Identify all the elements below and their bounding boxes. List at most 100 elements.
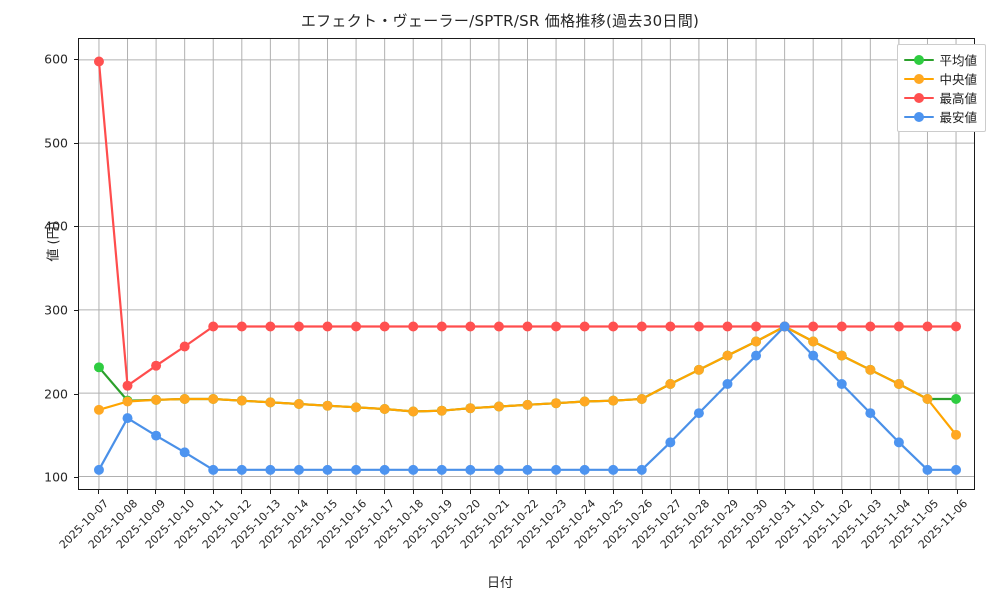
series-point — [608, 464, 619, 475]
series-point — [379, 404, 390, 414]
series-point — [293, 321, 304, 332]
series-point — [779, 321, 790, 332]
series-point — [693, 321, 704, 332]
series-point — [751, 350, 762, 361]
x-tick-mark — [813, 490, 815, 494]
y-tick-label: 500 — [44, 135, 68, 151]
y-tick-label: 600 — [44, 51, 68, 67]
x-tick-mark — [727, 490, 729, 494]
series-point — [93, 404, 104, 415]
series-point — [122, 413, 133, 424]
series-point — [579, 396, 590, 407]
series-point — [493, 321, 504, 332]
series-point — [893, 321, 904, 332]
series-point — [236, 464, 247, 475]
series-point — [436, 321, 447, 332]
series-point — [465, 321, 476, 332]
legend-label: 平均値 — [939, 53, 977, 68]
series-point — [408, 406, 419, 417]
x-tick-mark — [670, 490, 672, 494]
x-tick-mark — [756, 490, 758, 494]
series-point — [436, 464, 447, 475]
legend-swatch-icon — [904, 110, 935, 124]
x-tick-mark — [183, 490, 185, 494]
x-tick-mark — [498, 490, 500, 494]
y-tick-mark — [74, 142, 78, 144]
series-point — [836, 350, 847, 361]
series-point — [693, 364, 704, 375]
y-tick-mark — [74, 393, 78, 395]
legend-swatch-icon — [904, 91, 935, 105]
x-tick-mark — [785, 490, 787, 494]
x-tick-mark — [957, 490, 958, 494]
y-tick-mark — [74, 58, 78, 60]
x-tick-mark — [441, 490, 443, 494]
series-point — [379, 464, 390, 475]
x-tick-mark — [928, 490, 930, 494]
series-point — [436, 405, 447, 416]
y-tick-label: 100 — [44, 469, 68, 485]
series-point — [551, 321, 562, 332]
series-point — [608, 395, 619, 406]
series-point — [236, 321, 247, 332]
legend-label: 最高値 — [939, 91, 977, 106]
series-point — [93, 464, 104, 475]
series-point — [379, 321, 390, 332]
series-point — [236, 395, 247, 406]
series-point — [293, 399, 304, 409]
x-tick-mark — [269, 490, 271, 494]
series-point — [865, 364, 876, 375]
series-point — [551, 398, 562, 409]
series-point — [151, 394, 162, 405]
series-point — [208, 394, 219, 404]
series-point — [351, 402, 362, 413]
series-point — [808, 321, 819, 332]
series-point — [579, 464, 590, 475]
legend-swatch-icon — [904, 53, 935, 67]
y-tick-label: 300 — [44, 302, 68, 318]
data-series-layer — [93, 56, 962, 475]
series-point — [922, 464, 933, 475]
x-tick-mark — [355, 490, 357, 494]
legend[interactable]: 平均値中央値最高値 最安値 — [897, 44, 986, 132]
series-point — [122, 396, 133, 407]
x-tick-mark — [871, 490, 873, 494]
x-tick-mark — [298, 490, 300, 494]
series-point — [322, 464, 333, 475]
x-tick-mark — [98, 490, 99, 494]
x-tick-mark — [155, 490, 157, 494]
series-point — [836, 321, 847, 332]
legend-item-3[interactable]: 最安値 — [904, 107, 977, 126]
series-point — [408, 321, 419, 332]
legend-item-2[interactable]: 最高値 — [904, 88, 977, 107]
x-tick-mark — [556, 490, 558, 494]
series-point — [636, 464, 647, 475]
x-tick-mark — [470, 490, 472, 494]
y-tick-mark — [74, 226, 78, 228]
series-point — [151, 430, 162, 441]
series-point — [151, 360, 162, 371]
series-point — [551, 464, 562, 475]
series-point — [522, 399, 533, 410]
series-point — [693, 408, 704, 419]
series-point — [636, 321, 647, 332]
legend-item-0[interactable]: 平均値 — [904, 50, 977, 69]
y-tick-label: 200 — [44, 386, 68, 402]
series-point — [493, 464, 504, 475]
x-tick-mark — [642, 490, 644, 494]
legend-label: 中央値 — [939, 72, 977, 87]
x-tick-mark — [527, 490, 529, 494]
series-point — [808, 336, 819, 347]
series-point — [951, 429, 962, 440]
legend-item-1[interactable]: 中央値 — [904, 69, 977, 88]
x-tick-mark — [327, 490, 329, 494]
series-point — [579, 321, 590, 332]
series-point — [922, 321, 933, 332]
series-point — [179, 394, 190, 404]
series-point — [608, 321, 619, 332]
series-point — [951, 394, 962, 404]
series-point — [465, 464, 476, 475]
y-tick-mark — [74, 477, 78, 479]
series-point — [665, 321, 676, 332]
series-point — [722, 379, 733, 389]
